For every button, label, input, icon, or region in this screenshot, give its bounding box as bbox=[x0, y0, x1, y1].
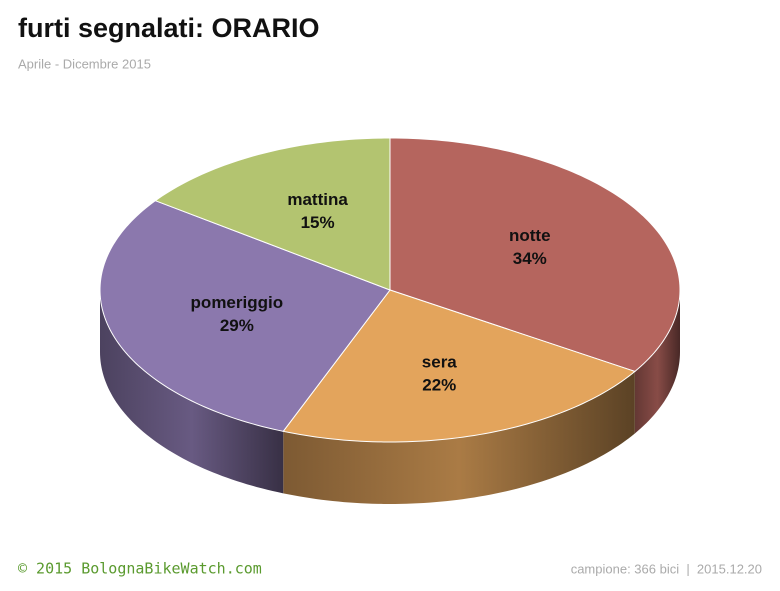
slice-label: pomeriggio bbox=[191, 293, 284, 312]
slice-side bbox=[634, 290, 680, 434]
slice bbox=[99, 200, 391, 432]
chart-subtitle: Aprile - Dicembre 2015 bbox=[18, 56, 151, 71]
slice bbox=[154, 137, 391, 291]
footer-credit: © 2015 BolognaBikeWatch.com bbox=[18, 560, 262, 578]
slice bbox=[389, 137, 681, 373]
slice-label: notte bbox=[509, 226, 551, 245]
slice-label: mattina bbox=[287, 190, 348, 209]
slice-value: 15% bbox=[301, 213, 335, 232]
slice-value: 34% bbox=[513, 249, 547, 268]
slice bbox=[282, 289, 636, 443]
slice-label: sera bbox=[422, 352, 458, 371]
slice-side bbox=[100, 290, 284, 494]
footer-note: campione: 366 bici | 2015.12.20 bbox=[571, 561, 762, 576]
slice-value: 22% bbox=[422, 375, 456, 394]
slice-value: 29% bbox=[220, 316, 254, 335]
chart-title: furti segnalati: ORARIO bbox=[18, 13, 320, 43]
